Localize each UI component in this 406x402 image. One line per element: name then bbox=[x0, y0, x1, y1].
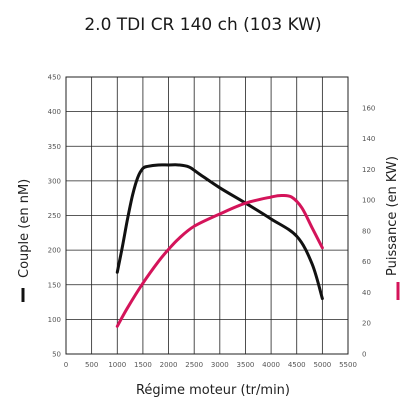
y-left-tick-label: 300 bbox=[48, 177, 61, 185]
y-left-tick-label: 150 bbox=[48, 281, 61, 289]
x-tick-label: 4000 bbox=[262, 361, 280, 369]
series bbox=[115, 163, 324, 328]
y-right-tick-label: 160 bbox=[362, 104, 375, 112]
tick-labels: 0 500 1000 1500 2000 2500 3000 3500 4000 4500 5000… bbox=[48, 74, 376, 370]
x-tick-label: 4500 bbox=[288, 361, 306, 369]
x-axis-label: Régime moteur (tr/min) bbox=[136, 383, 290, 398]
y-right-tick-label: 140 bbox=[362, 135, 375, 143]
y-right-tick-label: 40 bbox=[362, 289, 371, 297]
x-tick-label: 500 bbox=[85, 361, 98, 369]
x-tick-label: 2000 bbox=[160, 361, 178, 369]
y-right-tick-label: 0 bbox=[362, 351, 366, 359]
series-line-puissance bbox=[115, 193, 324, 328]
y-left-tick-label: 200 bbox=[48, 247, 61, 255]
x-tick-label: 5500 bbox=[339, 361, 357, 369]
y-left-tick-label: 250 bbox=[48, 212, 61, 220]
y-right-tick-label: 100 bbox=[362, 197, 375, 205]
y-left-axis-label: Couple (en nM) bbox=[17, 179, 32, 278]
y-right-tick-label: 120 bbox=[362, 166, 375, 174]
x-tick-label: 1000 bbox=[108, 361, 126, 369]
x-tick-label: 3500 bbox=[237, 361, 255, 369]
y-left-tick-label: 350 bbox=[48, 143, 61, 151]
y-left-tick-label: 50 bbox=[52, 351, 61, 359]
right-legend: Puissance (en KW) bbox=[385, 156, 400, 300]
chart-title: 2.0 TDI CR 140 ch (103 KW) bbox=[84, 15, 321, 35]
plot-frame bbox=[65, 76, 349, 355]
y-left-tick-label: 100 bbox=[48, 316, 61, 324]
y-right-tick-label: 60 bbox=[362, 258, 371, 266]
left-legend: Couple (en nM) bbox=[17, 179, 32, 302]
x-tick-label: 5000 bbox=[313, 361, 331, 369]
x-tick-label: 3000 bbox=[211, 361, 229, 369]
y-left-tick-label: 400 bbox=[48, 108, 61, 116]
y-left-tick-label: 450 bbox=[48, 74, 61, 82]
x-tick-label: 0 bbox=[64, 361, 68, 369]
y-right-axis-label: Puissance (en KW) bbox=[385, 156, 400, 276]
x-tick-label: 1500 bbox=[134, 361, 152, 369]
y-right-tick-label: 20 bbox=[362, 320, 371, 328]
series-line-couple bbox=[115, 163, 324, 301]
y-right-tick-label: 80 bbox=[362, 227, 371, 235]
x-tick-label: 2500 bbox=[185, 361, 203, 369]
